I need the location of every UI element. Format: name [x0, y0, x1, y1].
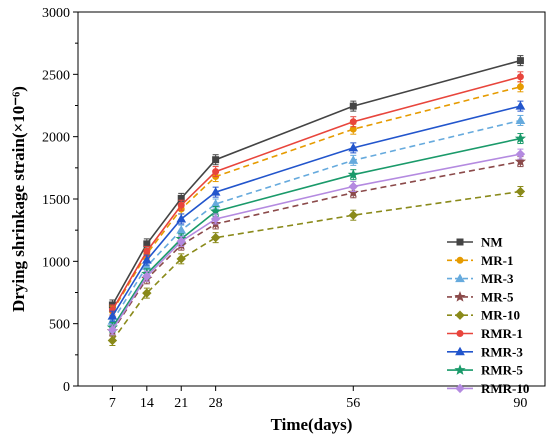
- data-point: [454, 364, 466, 375]
- legend-item-rmr-5: RMR-5: [447, 363, 523, 378]
- series-line: [111, 137, 521, 328]
- y-tick-label: 1500: [42, 193, 70, 208]
- series-mr-3: [107, 114, 526, 327]
- x-tick-label: 56: [346, 396, 360, 411]
- x-axis-title: Time(days): [271, 415, 353, 434]
- data-point: [514, 132, 526, 144]
- series-line: [111, 160, 521, 332]
- data-point: [212, 168, 220, 176]
- legend-label: RMR-10: [481, 381, 529, 396]
- data-point: [107, 311, 118, 320]
- data-point: [515, 101, 526, 110]
- y-tick-label: 1000: [42, 255, 70, 270]
- x-tick-label: 7: [109, 396, 116, 411]
- series-line: [111, 59, 521, 306]
- y-tick-label: 0: [63, 380, 70, 395]
- data-point: [454, 291, 466, 302]
- data-point: [210, 205, 222, 217]
- data-point: [348, 155, 359, 164]
- legend-item-mr-1: MR-1: [447, 253, 514, 268]
- data-point: [516, 57, 524, 65]
- data-point: [141, 255, 152, 264]
- legend-label: NM: [481, 235, 503, 250]
- legend: NM MR-1 MR-3 MR-5 MR-10 RMR-1 RMR-3 RMR-5 RMR-10: [447, 235, 529, 396]
- legend-label: MR-10: [481, 308, 520, 323]
- legend-item-mr-5: MR-5: [447, 289, 514, 304]
- series-group: [106, 55, 527, 346]
- data-point: [107, 335, 118, 346]
- data-point: [348, 210, 358, 220]
- series-mr-10: [107, 186, 526, 346]
- legend-item-mr-3: MR-3: [447, 271, 514, 286]
- y-tick-label: 3000: [42, 6, 70, 21]
- series-nm: [108, 55, 524, 311]
- data-point: [347, 168, 359, 180]
- data-point: [516, 73, 524, 81]
- x-tick-label: 21: [174, 396, 188, 411]
- data-point: [514, 155, 527, 167]
- legend-item-rmr-3: RMR-3: [447, 344, 523, 359]
- series-line: [111, 76, 521, 311]
- axes: 7 14 21 28 56 90 0 500 1000 1500 2000 2500 3000: [42, 6, 546, 411]
- y-axis-title: Drying shrinkage strain(×10⁻⁶): [9, 86, 28, 312]
- legend-item-nm: NM: [447, 235, 503, 250]
- data-point: [347, 186, 359, 198]
- data-point: [143, 247, 151, 255]
- data-point: [515, 149, 526, 159]
- data-point: [515, 186, 526, 197]
- y-tick-label: 2000: [42, 131, 70, 146]
- data-point: [455, 310, 465, 320]
- data-point: [142, 271, 152, 282]
- data-point: [515, 115, 526, 124]
- series-line: [111, 119, 521, 322]
- data-point: [348, 181, 358, 192]
- data-point: [349, 118, 357, 126]
- data-point: [455, 346, 465, 356]
- data-point: [107, 325, 118, 335]
- data-point: [177, 201, 185, 209]
- legend-item-mr-10: MR-10: [447, 308, 520, 323]
- legend-label: RMR-1: [481, 326, 523, 341]
- data-point: [455, 383, 465, 394]
- series-line: [111, 190, 521, 341]
- data-point: [516, 83, 524, 91]
- data-point: [176, 254, 186, 264]
- legend-label: RMR-5: [481, 363, 523, 378]
- data-point: [349, 102, 357, 110]
- series-rmr-3: [107, 100, 526, 322]
- legend-item-rmr-1: RMR-1: [447, 326, 523, 341]
- data-point: [210, 187, 221, 196]
- series-rmr-5: [106, 132, 526, 333]
- legend-label: MR-5: [481, 289, 514, 304]
- data-point: [456, 238, 464, 246]
- data-point: [210, 232, 221, 243]
- legend-label: MR-1: [481, 253, 514, 268]
- data-point: [176, 236, 186, 247]
- data-point: [210, 214, 221, 224]
- data-point: [348, 142, 359, 152]
- series-rmr-10: [107, 148, 526, 336]
- y-tick-label: 2500: [42, 68, 70, 83]
- legend-item-rmr-10: RMR-10: [447, 381, 529, 396]
- series-line: [111, 86, 521, 312]
- y-tick-label: 500: [49, 318, 70, 333]
- data-point: [456, 330, 464, 337]
- legend-label: RMR-3: [481, 344, 523, 359]
- data-point: [212, 156, 220, 164]
- series-mr-5: [106, 155, 527, 337]
- data-point: [176, 225, 187, 234]
- x-tick-label: 90: [513, 396, 527, 411]
- series-line: [111, 105, 521, 317]
- legend-label: MR-3: [481, 271, 514, 286]
- data-point: [456, 256, 464, 264]
- data-point: [176, 213, 187, 223]
- plot-frame: [77, 11, 546, 387]
- x-tick-label: 14: [140, 396, 154, 411]
- data-point: [142, 288, 152, 298]
- x-tick-label: 28: [209, 396, 223, 411]
- data-point: [455, 273, 465, 283]
- series-line: [111, 153, 521, 331]
